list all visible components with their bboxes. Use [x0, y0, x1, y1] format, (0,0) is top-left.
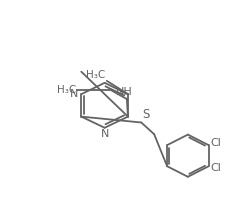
Text: Cl: Cl — [210, 163, 221, 173]
Text: S: S — [142, 108, 150, 121]
Text: NH: NH — [116, 87, 133, 98]
Text: N: N — [70, 89, 78, 99]
Text: H₃C: H₃C — [86, 70, 106, 80]
Text: N: N — [101, 129, 109, 139]
Text: H₃C: H₃C — [57, 85, 76, 95]
Text: Cl: Cl — [210, 138, 221, 148]
